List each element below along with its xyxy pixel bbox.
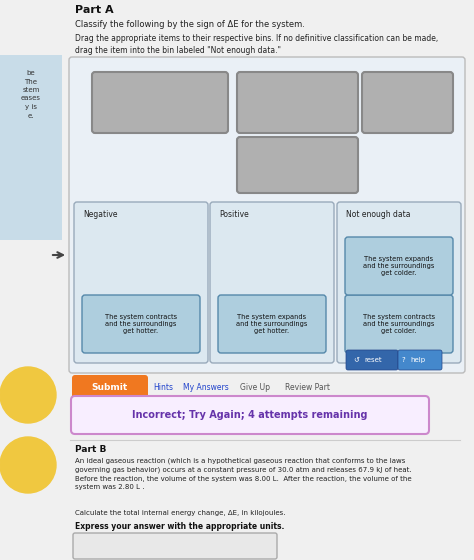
Circle shape — [0, 437, 56, 493]
FancyBboxPatch shape — [72, 375, 148, 401]
Text: The system expands
and the surroundings
get hotter.: The system expands and the surroundings … — [237, 314, 308, 334]
FancyBboxPatch shape — [218, 295, 326, 353]
Text: Incorrect; Try Again; 4 attempts remaining: Incorrect; Try Again; 4 attempts remaini… — [132, 410, 368, 420]
FancyBboxPatch shape — [69, 57, 465, 373]
FancyBboxPatch shape — [92, 72, 228, 133]
Text: Negative: Negative — [83, 210, 118, 219]
Text: Review Part: Review Part — [285, 384, 330, 393]
Text: reset: reset — [364, 357, 382, 363]
FancyBboxPatch shape — [345, 295, 453, 353]
Text: Positive: Positive — [219, 210, 249, 219]
Text: be
The
stem
eases
y is
e.: be The stem eases y is e. — [21, 70, 41, 119]
Text: An ideal gaseous reaction (which is a hypothetical gaseous reaction that conform: An ideal gaseous reaction (which is a hy… — [75, 458, 411, 490]
FancyBboxPatch shape — [346, 350, 398, 370]
Text: The system contracts
and the surroundings
get colder.: The system contracts and the surrounding… — [363, 314, 435, 334]
FancyBboxPatch shape — [74, 202, 208, 363]
FancyBboxPatch shape — [82, 295, 200, 353]
Text: help: help — [410, 357, 425, 363]
Text: Part B: Part B — [75, 445, 106, 454]
FancyBboxPatch shape — [398, 350, 442, 370]
FancyBboxPatch shape — [73, 533, 277, 559]
Circle shape — [0, 367, 56, 423]
Text: Drag the appropriate items to their respective bins. If no definitive classifica: Drag the appropriate items to their resp… — [75, 34, 438, 55]
Text: ↺: ↺ — [353, 357, 359, 363]
FancyBboxPatch shape — [345, 237, 453, 295]
FancyBboxPatch shape — [71, 396, 429, 434]
Text: The system expands
and the surroundings
get colder.: The system expands and the surroundings … — [363, 255, 435, 277]
FancyBboxPatch shape — [337, 202, 461, 363]
Text: My Answers: My Answers — [183, 384, 229, 393]
Text: The system contracts
and the surroundings
get hotter.: The system contracts and the surrounding… — [105, 314, 177, 334]
FancyBboxPatch shape — [237, 137, 358, 193]
Text: Submit: Submit — [92, 384, 128, 393]
Text: Give Up: Give Up — [240, 384, 270, 393]
Text: Part A: Part A — [75, 5, 114, 15]
FancyBboxPatch shape — [237, 72, 358, 133]
Text: Not enough data: Not enough data — [346, 210, 410, 219]
FancyBboxPatch shape — [210, 202, 334, 363]
FancyBboxPatch shape — [0, 55, 62, 240]
Text: Express your answer with the appropriate units.: Express your answer with the appropriate… — [75, 522, 284, 531]
Text: Classify the following by the sign of ΔE for the system.: Classify the following by the sign of ΔE… — [75, 20, 305, 29]
FancyBboxPatch shape — [362, 72, 453, 133]
Text: ?: ? — [401, 357, 405, 363]
Text: Calculate the total internal energy change, ΔE, in kilojoules.: Calculate the total internal energy chan… — [75, 510, 285, 516]
Text: Hints: Hints — [153, 384, 173, 393]
